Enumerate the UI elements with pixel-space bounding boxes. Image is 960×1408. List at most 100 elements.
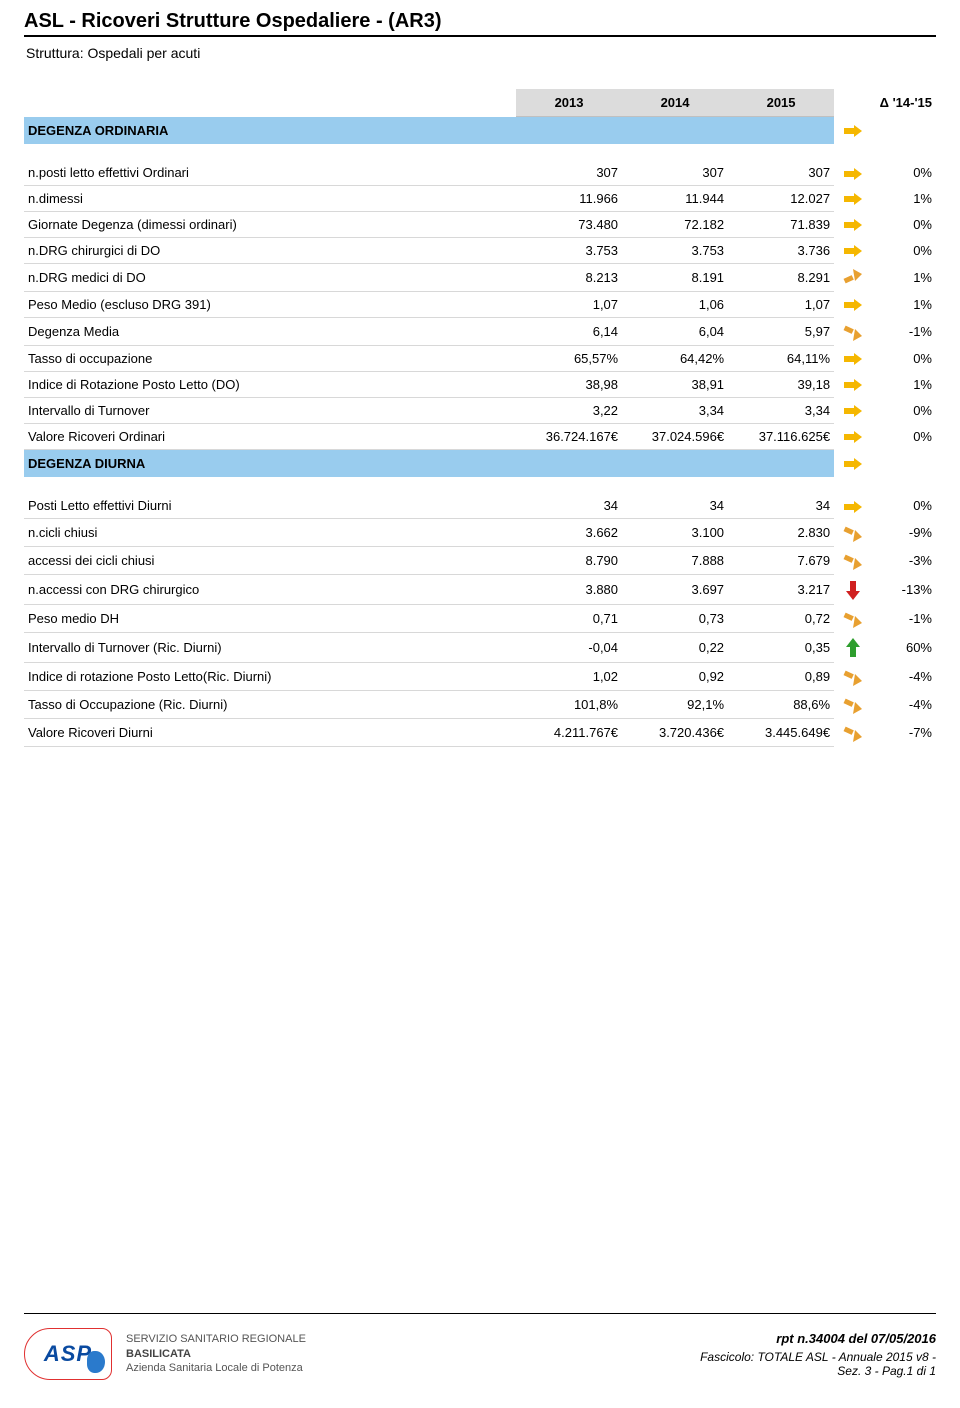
page-subtitle: Struttura: Ospedali per acuti bbox=[26, 45, 936, 61]
table-row: n.dimessi11.96611.94412.0271% bbox=[24, 186, 936, 212]
trend-icon bbox=[834, 691, 871, 719]
row-label: Intervallo di Turnover (Ric. Diurni) bbox=[24, 633, 516, 663]
section-title: DEGENZA DIURNA bbox=[24, 450, 516, 478]
table-row: Posti Letto effettivi Diurni3434340% bbox=[24, 493, 936, 519]
cell-2014: 307 bbox=[622, 160, 728, 186]
report-table: 2013 2014 2015 Δ '14-'15 DEGENZA ORDINAR… bbox=[24, 89, 936, 747]
cell-2013: 1,02 bbox=[516, 663, 622, 691]
trend-icon bbox=[834, 605, 871, 633]
table-row: n.posti letto effettivi Ordinari30730730… bbox=[24, 160, 936, 186]
cell-2013: 36.724.167€ bbox=[516, 424, 622, 450]
cell-2014: 3.753 bbox=[622, 238, 728, 264]
cell-2013: 11.966 bbox=[516, 186, 622, 212]
logo-map-icon bbox=[87, 1351, 105, 1373]
cell-2014: 34 bbox=[622, 493, 728, 519]
delta-value: -1% bbox=[871, 605, 936, 633]
row-label: Peso Medio (escluso DRG 391) bbox=[24, 292, 516, 318]
cell-2015: 0,35 bbox=[728, 633, 834, 663]
trend-icon bbox=[834, 519, 871, 547]
delta-value: 0% bbox=[871, 424, 936, 450]
delta-value: 0% bbox=[871, 346, 936, 372]
page-title: ASL - Ricoveri Strutture Ospedaliere - (… bbox=[24, 10, 442, 32]
row-label: n.posti letto effettivi Ordinari bbox=[24, 160, 516, 186]
cell-2013: 8.213 bbox=[516, 264, 622, 292]
trend-icon bbox=[834, 346, 871, 372]
cell-2013: 307 bbox=[516, 160, 622, 186]
delta-value: 1% bbox=[871, 186, 936, 212]
table-row: Peso medio DH0,710,730,72-1% bbox=[24, 605, 936, 633]
delta-value: -9% bbox=[871, 519, 936, 547]
logo: ASP bbox=[24, 1328, 112, 1380]
section-title: DEGENZA ORDINARIA bbox=[24, 117, 516, 145]
table-row: Tasso di occupazione65,57%64,42%64,11%0% bbox=[24, 346, 936, 372]
trend-icon bbox=[834, 212, 871, 238]
cell-2013: 38,98 bbox=[516, 372, 622, 398]
trend-icon bbox=[834, 424, 871, 450]
cell-2015: 0,89 bbox=[728, 663, 834, 691]
header-row: 2013 2014 2015 Δ '14-'15 bbox=[24, 89, 936, 117]
cell-2014: 38,91 bbox=[622, 372, 728, 398]
cell-2013: 8.790 bbox=[516, 547, 622, 575]
section-degenza-ordinaria: DEGENZA ORDINARIA bbox=[24, 117, 936, 145]
row-label: accessi dei cicli chiusi bbox=[24, 547, 516, 575]
cell-2015: 64,11% bbox=[728, 346, 834, 372]
delta-value: 0% bbox=[871, 493, 936, 519]
table-row: n.DRG chirurgici di DO3.7533.7533.7360% bbox=[24, 238, 936, 264]
cell-2015: 1,07 bbox=[728, 292, 834, 318]
fascicolo-line1: Fascicolo: TOTALE ASL - Annuale 2015 v8 … bbox=[700, 1350, 936, 1364]
delta-value: -13% bbox=[871, 575, 936, 605]
cell-2013: 0,71 bbox=[516, 605, 622, 633]
cell-2013: 1,07 bbox=[516, 292, 622, 318]
row-label: n.accessi con DRG chirurgico bbox=[24, 575, 516, 605]
trend-icon bbox=[834, 719, 871, 747]
section-degenza-diurna: DEGENZA DIURNA bbox=[24, 450, 936, 478]
delta-value: 1% bbox=[871, 292, 936, 318]
cell-2014: 3.697 bbox=[622, 575, 728, 605]
table-row: Degenza Media6,146,045,97-1% bbox=[24, 318, 936, 346]
table-row: Valore Ricoveri Diurni4.211.767€3.720.43… bbox=[24, 719, 936, 747]
cell-2014: 8.191 bbox=[622, 264, 728, 292]
cell-2015: 88,6% bbox=[728, 691, 834, 719]
org-line2: BASILICATA bbox=[126, 1347, 306, 1362]
table-row: Tasso di Occupazione (Ric. Diurni)101,8%… bbox=[24, 691, 936, 719]
org-line1: SERVIZIO SANITARIO REGIONALE bbox=[126, 1332, 306, 1347]
row-label: Tasso di Occupazione (Ric. Diurni) bbox=[24, 691, 516, 719]
cell-2014: 3.720.436€ bbox=[622, 719, 728, 747]
trend-icon bbox=[834, 160, 871, 186]
cell-2015: 7.679 bbox=[728, 547, 834, 575]
cell-2015: 39,18 bbox=[728, 372, 834, 398]
row-label: Degenza Media bbox=[24, 318, 516, 346]
cell-2015: 3,34 bbox=[728, 398, 834, 424]
cell-2014: 72.182 bbox=[622, 212, 728, 238]
org-line3: Azienda Sanitaria Locale di Potenza bbox=[126, 1361, 306, 1376]
delta-value: 1% bbox=[871, 264, 936, 292]
cell-2015: 12.027 bbox=[728, 186, 834, 212]
trend-icon bbox=[834, 292, 871, 318]
table-row: accessi dei cicli chiusi8.7907.8887.679-… bbox=[24, 547, 936, 575]
delta-value: 60% bbox=[871, 633, 936, 663]
cell-2014: 64,42% bbox=[622, 346, 728, 372]
table-row: Giornate Degenza (dimessi ordinari)73.48… bbox=[24, 212, 936, 238]
table-row: n.accessi con DRG chirurgico3.8803.6973.… bbox=[24, 575, 936, 605]
cell-2014: 0,22 bbox=[622, 633, 728, 663]
delta-value: 1% bbox=[871, 372, 936, 398]
cell-2013: 6,14 bbox=[516, 318, 622, 346]
trend-icon bbox=[834, 575, 871, 605]
cell-2013: 3,22 bbox=[516, 398, 622, 424]
delta-value: 0% bbox=[871, 398, 936, 424]
cell-2013: 3.662 bbox=[516, 519, 622, 547]
cell-2014: 6,04 bbox=[622, 318, 728, 346]
cell-2013: 3.753 bbox=[516, 238, 622, 264]
col-2015: 2015 bbox=[728, 89, 834, 117]
rpt-number: rpt n.34004 del 07/05/2016 bbox=[700, 1331, 936, 1346]
trend-icon bbox=[834, 450, 871, 478]
cell-2013: 65,57% bbox=[516, 346, 622, 372]
cell-2014: 92,1% bbox=[622, 691, 728, 719]
row-label: n.cicli chiusi bbox=[24, 519, 516, 547]
col-2014: 2014 bbox=[622, 89, 728, 117]
cell-2013: 34 bbox=[516, 493, 622, 519]
trend-icon bbox=[834, 663, 871, 691]
cell-2015: 34 bbox=[728, 493, 834, 519]
org-text: SERVIZIO SANITARIO REGIONALE BASILICATA … bbox=[126, 1332, 306, 1377]
table-row: Indice di rotazione Posto Letto(Ric. Diu… bbox=[24, 663, 936, 691]
